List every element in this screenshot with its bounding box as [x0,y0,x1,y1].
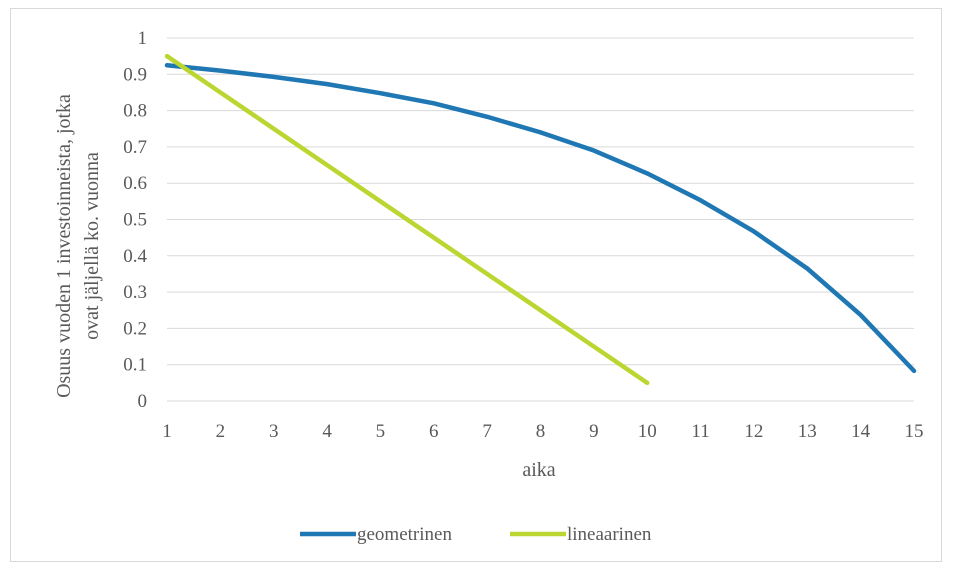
x-axis-label: aika [522,459,555,481]
legend-label-lineaarinen: lineaarinen [567,524,652,545]
y-tick-label: 0.4 [123,246,147,267]
x-tick-label: 11 [691,421,709,442]
chart-frame [10,8,942,562]
series-lines [164,53,917,386]
x-tick-label: 3 [269,421,279,442]
x-tick-label: 10 [638,421,657,442]
x-tick-label: 15 [905,421,924,442]
y-tick-label: 0.9 [123,64,147,85]
gridlines [167,37,914,402]
y-tick-label: 0.2 [123,318,147,339]
y-axis-label-line1: Osuus vuoden 1 investoinneista, jotka [53,94,75,398]
x-tick-label: 2 [216,421,226,442]
y-tick-label: 0 [138,391,148,412]
y-tick-label: 1 [138,28,148,49]
y-tick-label: 0.1 [123,355,147,376]
x-tick-label: 14 [851,421,871,442]
x-tick-label: 5 [376,421,386,442]
legend-label-geometrinen: geometrinen [357,524,452,545]
legend: geometrinen lineaarinen [300,524,652,545]
x-tick-label: 7 [482,421,492,442]
series-line-lineaarinen [164,53,650,386]
x-tick-label: 1 [162,421,172,442]
y-tick-label: 0.8 [123,101,147,122]
y-tick-label: 0.3 [123,282,147,303]
y-axis-label-line2: ovat jäljellä ko. vuonna [81,152,103,340]
x-tick-label: 13 [798,421,817,442]
x-tick-label: 4 [322,421,332,442]
series-line-geometrinen [164,62,917,374]
x-tick-label: 9 [589,421,599,442]
x-tick-label: 12 [744,421,763,442]
x-tick-label: 8 [536,421,546,442]
y-tick-label: 0.5 [123,210,147,231]
x-tick-labels: 1 2 3 4 5 6 7 8 9 10 11 12 13 14 15 [162,421,923,442]
x-tick-label: 6 [429,421,439,442]
y-tick-labels: 0 0.1 0.2 0.3 0.4 0.5 0.6 0.7 0.8 0.9 1 [123,28,147,412]
y-tick-label: 0.7 [123,137,147,158]
y-tick-label: 0.6 [123,173,147,194]
